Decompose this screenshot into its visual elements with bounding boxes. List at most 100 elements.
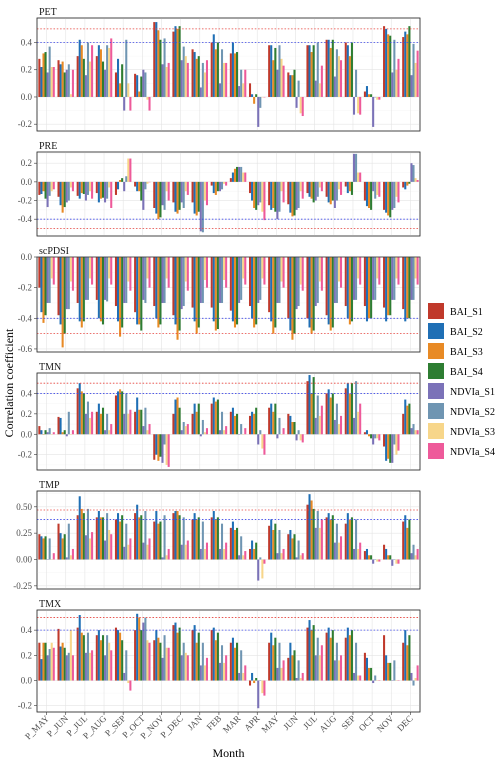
bar-NDVIa_S3-FEB [223,181,226,184]
bar-BAI_S2-SEP [346,513,349,560]
bar-BAI_S3-NOV [387,555,390,560]
bar-NDVIa_S4-P_JUN [71,69,74,97]
y-tick-label: 0.4 [21,625,33,635]
bar-NDVIa_S1-P_NOV [161,557,164,560]
bar-NDVIa_S3-NOV [395,434,398,455]
bar-BAI_S1-FEB [210,181,213,186]
bar-BAI_S3-P_MAY [42,53,45,97]
legend-swatch-NDVIa_S3 [428,423,444,439]
bar-BAI_S4-AUG [331,39,334,97]
bar-BAI_S3-OCT [368,667,371,681]
bar-NDVIa_S2-P_SEP [125,523,128,560]
bar-BAI_S1-MAR [229,642,232,681]
bar-NDVIa_S1-P_NOV [161,257,164,303]
bar-BAI_S4-DEC [408,403,411,435]
bar-BAI_S2-P_AUG [97,45,100,97]
bar-BAI_S4-NOV [389,662,392,681]
bar-BAI_S3-NOV [387,662,390,681]
bar-NDVIa_S4-MAY [282,65,285,97]
bar-BAI_S1-FEB [210,403,213,435]
bar-NDVIa_S2-AUG [335,257,338,303]
bar-BAI_S4-DEC [408,635,411,681]
bar-NDVIa_S1-P_OCT [142,257,145,300]
bar-BAI_S2-P_OCT [136,397,139,435]
bar-BAI_S1-P_MAY [38,642,41,681]
bar-BAI_S4-OCT [370,94,373,97]
bar-BAI_S3-P_AUG [99,517,102,560]
bar-BAI_S3-SEP [348,635,351,681]
bar-NDVIa_S1-JUN [295,96,298,108]
bar-NDVIa_S4-FEB [225,426,228,435]
bar-NDVIa_S4-P_DEC [186,424,189,435]
bar-NDVIa_S2-APR [259,181,262,203]
bar-BAI_S1-P_SEP [114,72,117,97]
bar-NDVIa_S3-JUN [299,434,302,441]
bar-NDVIa_S2-P_JUL [86,632,89,681]
bar-BAI_S4-JAN [197,403,200,435]
bar-BAI_S4-P_DEC [178,26,181,97]
bar-BAI_S1-DEC [402,181,405,188]
bar-BAI_S2-FEB [212,181,215,194]
bar-NDVIa_S1-AUG [333,181,336,208]
bar-BAI_S4-P_JUL [82,393,85,435]
bar-BAI_S1-P_JUL [76,627,79,681]
bar-BAI_S4-P_JUL [82,257,85,322]
bar-BAI_S3-JUN [291,655,294,681]
bar-NDVIa_S4-SEP [359,172,362,182]
bar-NDVIa_S3-P_OCT [146,544,149,560]
bar-NDVIa_S2-AUG [335,523,338,560]
bar-NDVIa_S1-P_MAY [46,432,49,435]
bar-NDVIa_S1-JAN [199,548,202,560]
panel-area [36,609,421,713]
bar-BAI_S2-OCT [365,86,369,97]
bar-NDVIa_S2-P_NOV [163,434,166,445]
bar-BAI_S4-FEB [216,632,219,681]
bar-BAI_S4-P_SEP [121,391,124,435]
bar-BAI_S2-MAY [270,45,273,97]
bar-NDVIa_S1-JUL [314,417,317,435]
panel-title: TMX [39,599,62,610]
bar-BAI_S2-P_JUN [59,181,62,206]
bar-BAI_S3-P_DEC [176,257,179,340]
bar-NDVIa_S4-APR [263,181,266,221]
bar-NDVIa_S2-SEP [355,642,358,681]
bar-NDVIa_S2-P_JUL [86,42,89,97]
bar-NDVIa_S2-MAR [240,257,243,300]
bar-BAI_S2-P_JUL [78,383,81,435]
y-tick-label: 0.4 [21,38,33,48]
bar-BAI_S4-JUN [293,422,296,435]
bar-BAI_S3-P_DEC [176,28,179,97]
bar-BAI_S1-NOV [383,26,386,97]
bar-BAI_S4-P_MAY [44,52,47,97]
bar-NDVIa_S1-FEB [218,181,221,192]
bar-NDVIa_S2-P_JUN [67,652,70,681]
bar-BAI_S3-P_SEP [119,389,122,435]
bar-NDVIa_S3-P_JUL [88,417,92,435]
panel-TMP: TMP -0.25 0.00 0.25 0.50 [13,480,421,591]
bar-BAI_S4-OCT [370,667,373,681]
bar-NDVIa_S2-APR [259,430,262,435]
bar-BAI_S4-SEP [350,630,353,681]
bar-NDVIa_S2-P_DEC [182,642,185,681]
bar-NDVIa_S3-AUG [337,257,341,282]
bar-NDVIa_S2-DEC [412,424,415,435]
bar-BAI_S1-DEC [402,642,405,681]
bar-BAI_S2-SEP [346,181,349,194]
bar-BAI_S4-P_JUN [63,181,66,208]
bar-BAI_S3-OCT [368,257,371,319]
bar-NDVIa_S4-JUL [320,405,323,435]
legend-swatch-BAI_S1 [428,303,444,319]
bar-BAI_S3-P_JUN [61,61,64,97]
bar-NDVIa_S1-JUL [314,527,317,560]
bar-BAI_S2-P_DEC [174,26,177,97]
bar-NDVIa_S4-P_OCT [148,642,151,681]
bar-NDVIa_S1-APR [257,559,260,581]
bar-BAI_S2-P_NOV [155,511,158,560]
bar-BAI_S1-P_JUL [76,388,79,435]
bar-NDVIa_S2-JUN [297,80,300,97]
bar-BAI_S2-MAR [231,637,234,681]
bar-BAI_S4-P_JUL [82,58,85,97]
bar-NDVIa_S3-P_AUG [108,430,111,435]
bar-NDVIa_S2-JUL [316,257,319,303]
bar-BAI_S2-P_SEP [116,391,120,435]
